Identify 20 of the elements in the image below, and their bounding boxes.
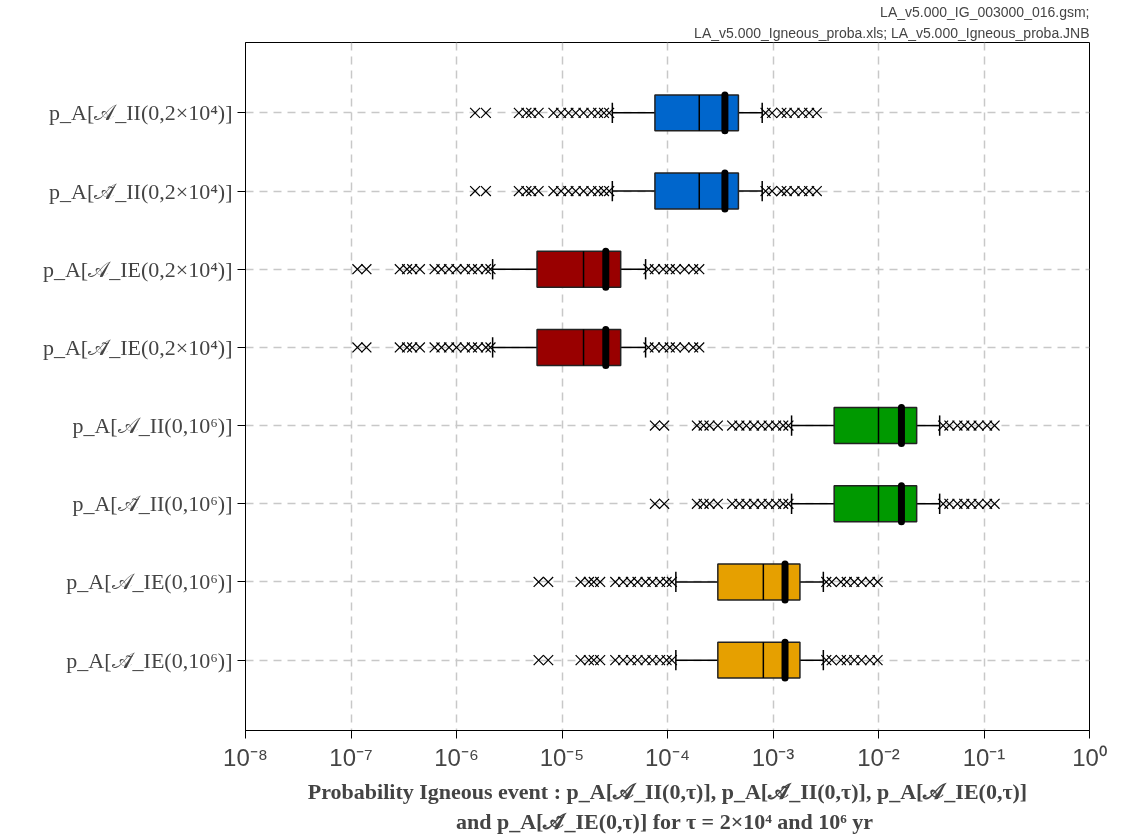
text: LA_v5.000_Igneous_proba.xls; LA_v5.000_Igneous_proba.JNB bbox=[694, 25, 1090, 41]
x-tick-label: 10⁻⁷ bbox=[329, 743, 373, 771]
x-tick-label: 10⁻⁴ bbox=[645, 743, 691, 771]
x-tick-label: 10⁻⁶ bbox=[434, 743, 479, 771]
y-tick-label: p_A[𝒜̃_II(0,10⁶)] bbox=[72, 491, 233, 517]
y-tick-label: p_A[𝒜_II(0,10⁶)] bbox=[72, 413, 233, 439]
x-tick-label: 10⁻⁵ bbox=[539, 743, 585, 771]
x-tick-label: 10⁻² bbox=[857, 743, 900, 771]
x-tick-label: 10⁻⁸ bbox=[223, 743, 268, 771]
y-tick-label: p_A[𝒜̃_II(0,2×10⁴)] bbox=[49, 178, 233, 204]
text: LA_v5.000_IG_003000_016.gsm; bbox=[880, 4, 1090, 20]
y-tick-label: p_A[𝒜_II(0,2×10⁴)] bbox=[49, 100, 233, 126]
y-tick-label: p_A[𝒜_IE(0,10⁶)] bbox=[66, 569, 233, 595]
x-tick-label: 10⁻¹ bbox=[962, 743, 1006, 771]
x-tick-label: 10⁰ bbox=[1072, 743, 1107, 771]
y-tick-label: p_A[𝒜̃_IE(0,10⁶)] bbox=[66, 647, 233, 673]
y-tick-label: p_A[𝒜_IE(0,2×10⁴)] bbox=[42, 256, 233, 282]
y-tick-label: p_A[𝒜̃_IE(0,2×10⁴)] bbox=[42, 334, 233, 360]
x-tick-label: 10⁻³ bbox=[751, 743, 795, 771]
x-axis-title: Probability Igneous event : p_A[𝒜_II(0,τ)], p_A[𝒜̃_II(0,τ)], p_A[𝒜_IE(0,τ)] and p_A[𝒜̃_IE(0,τ)] for τ = 2×10⁴ and 10⁶ yr bbox=[307, 778, 1028, 834]
